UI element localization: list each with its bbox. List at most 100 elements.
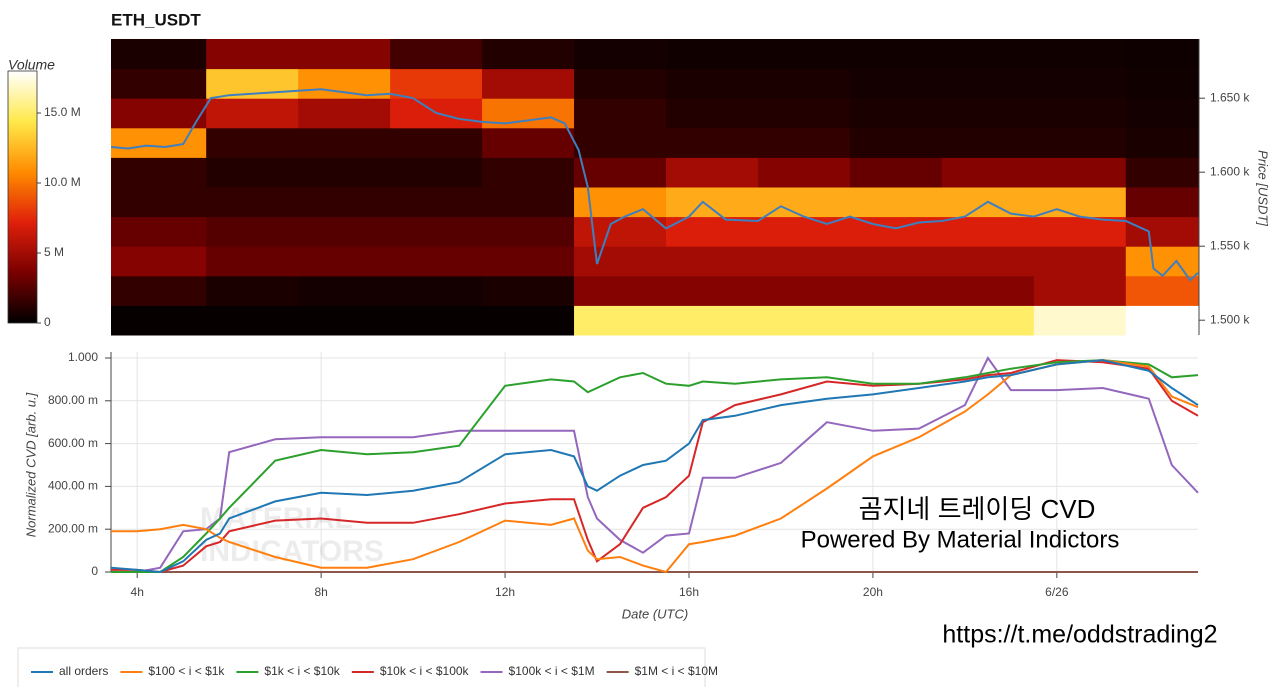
heatmap-cell: [1033, 39, 1127, 70]
y-tick-label: 1.000: [68, 350, 98, 364]
heatmap-cell: [665, 246, 759, 277]
heatmap-cell: [206, 157, 299, 188]
heatmap-cell: [574, 157, 667, 188]
heatmap-cell: [111, 39, 207, 70]
legend-box: [17, 647, 706, 687]
heatmap-cell: [1033, 275, 1127, 306]
y-tick-label: 800.00 m: [48, 393, 98, 407]
heatmap-cell: [1125, 246, 1199, 277]
heatmap-cell: [941, 127, 1035, 158]
heatmap-cell: [298, 246, 391, 277]
heatmap-cell: [849, 39, 943, 70]
heatmap-cell: [206, 216, 299, 247]
y-tick-label: 200.00 m: [48, 521, 98, 535]
heatmap-cell: [111, 187, 207, 218]
legend-label: $10k < i < $100k: [380, 664, 470, 678]
heatmap-cell: [390, 39, 483, 70]
colorbar-label: Volume: [8, 57, 55, 73]
heatmap-cell: [757, 157, 851, 188]
heatmap-cell: [941, 216, 1035, 247]
heatmap-cell: [665, 187, 759, 218]
heatmap-cell: [1125, 187, 1199, 218]
y-tick-label: 0: [91, 564, 98, 578]
heatmap-cell: [941, 98, 1035, 129]
heatmap-cell: [298, 39, 391, 70]
heatmap-cell: [482, 305, 575, 336]
y-tick-label: 1.600 k: [1210, 164, 1250, 178]
x-tick-label: 8h: [314, 585, 327, 599]
heatmap-cell: [665, 127, 759, 158]
heatmap-cell: [757, 98, 851, 129]
heatmap-cell: [390, 127, 483, 158]
heatmap-cell: [298, 127, 391, 158]
heatmap-cell: [574, 275, 667, 306]
heatmap-cell: [390, 157, 483, 188]
y-tick-label: 1.500 k: [1210, 312, 1250, 326]
heatmap-cell: [665, 275, 759, 306]
heatmap-cell: [757, 275, 851, 306]
heatmap-cell: [482, 68, 575, 99]
heatmap-cell: [849, 68, 943, 99]
heatmap-cell: [482, 127, 575, 158]
heatmap-cell: [1125, 127, 1199, 158]
annotation: Powered By Material Indictors: [801, 526, 1120, 553]
heatmap-cell: [298, 98, 391, 129]
heatmap-cell: [849, 127, 943, 158]
heatmap-cell: [111, 246, 207, 277]
legend-label: $1k < i < $10k: [264, 664, 340, 678]
colorbar: [7, 70, 38, 324]
heatmap-cell: [1125, 216, 1199, 247]
legend-label: all orders: [59, 664, 108, 678]
heatmap-cell: [757, 127, 851, 158]
y-axis-label: Normalized CVD [arb. u.]: [23, 392, 38, 537]
heatmap-cell: [482, 39, 575, 70]
heatmap-cell: [206, 98, 299, 129]
y-tick-label: 400.00 m: [48, 479, 98, 493]
heatmap-cell: [665, 98, 759, 129]
heatmap-cell: [849, 187, 943, 218]
colorbar-tick-label: 5 M: [44, 245, 64, 259]
heatmap-cell: [111, 68, 207, 99]
heatmap-cell: [390, 305, 483, 336]
annotation: 곰지네 트레이딩 CVD: [859, 494, 1096, 524]
heatmap-cell: [111, 157, 207, 188]
x-tick-label: 12h: [495, 585, 515, 599]
heatmap-cell: [849, 98, 943, 129]
heatmap-cell: [390, 216, 483, 247]
heatmap-cell: [482, 275, 575, 306]
watermark: INDICATORS: [200, 535, 384, 568]
series-line: [111, 359, 1199, 574]
heatmap-cell: [206, 127, 299, 158]
y-tick-label: 1.650 k: [1210, 90, 1250, 104]
heatmap-cell: [1033, 305, 1127, 336]
heatmap-cell: [574, 98, 667, 129]
heatmap-cell: [1033, 68, 1127, 99]
heatmap-cell: [665, 305, 759, 336]
colorbar-tick-label: 0: [44, 315, 51, 329]
heatmap-cell: [1125, 68, 1199, 99]
heatmap-cell: [390, 187, 483, 218]
x-tick-label: 16h: [679, 585, 699, 599]
heatmap-cell: [1125, 275, 1199, 306]
heatmap-cell: [1125, 305, 1199, 336]
heatmap-cell: [941, 246, 1035, 277]
series-line: [111, 359, 1199, 573]
heatmap-cell: [849, 275, 943, 306]
heatmap-cell: [757, 68, 851, 99]
heatmap-cell: [206, 275, 299, 306]
heatmap-cell: [1033, 216, 1127, 247]
series-line: [111, 356, 1199, 573]
heatmap-cell: [390, 246, 483, 277]
heatmap-cell: [574, 305, 667, 336]
heatmap-cell: [1033, 246, 1127, 277]
heatmap-cell: [111, 216, 207, 247]
heatmap-cell: [574, 127, 667, 158]
heatmap-cell: [1033, 127, 1127, 158]
heatmap-cell: [206, 187, 299, 218]
heatmap-cell: [298, 275, 391, 306]
heatmap-cell: [298, 187, 391, 218]
heatmap-cell: [757, 246, 851, 277]
heatmap-cell: [941, 275, 1035, 306]
y-tick-label: 1.550 k: [1210, 238, 1250, 252]
